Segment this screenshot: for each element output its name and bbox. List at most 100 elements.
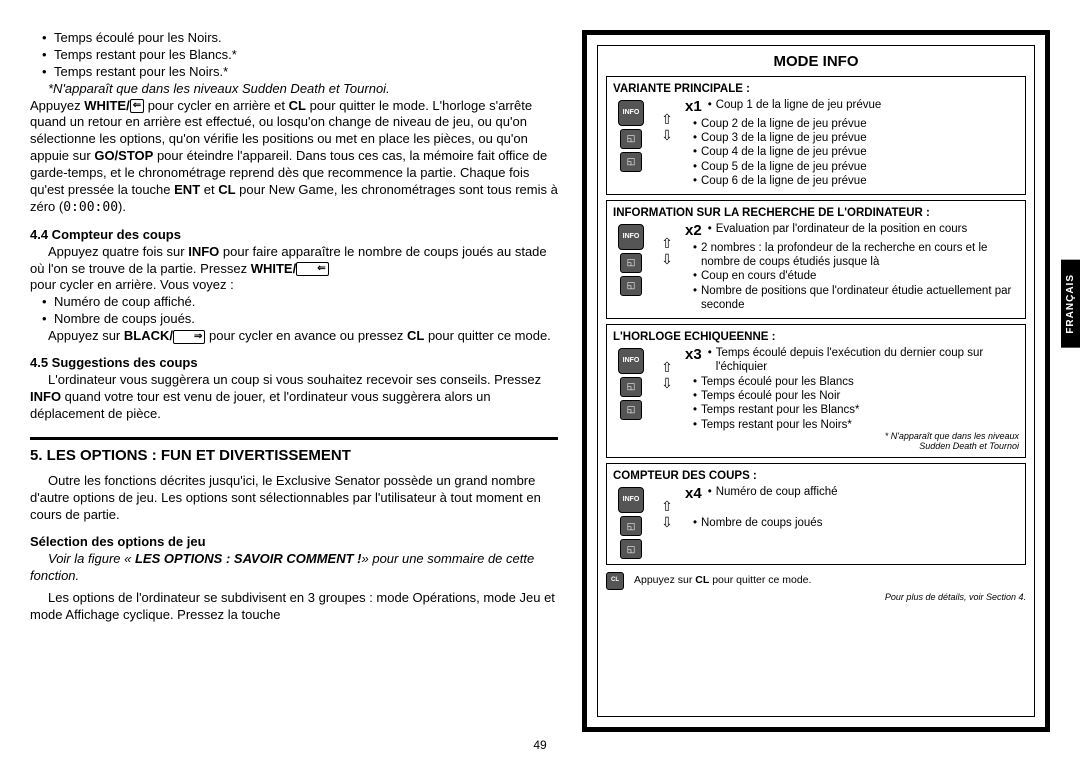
bullet-item: Coup 4 de la ligne de jeu prévue [685,145,1019,159]
arrow-down-icon: ⇩ [661,376,673,390]
arrow-column: ⇧ ⇩ [655,222,679,266]
bullet-item: Numéro de coup affiché. [30,294,558,311]
page-number: 49 [0,738,1080,754]
key-ent: ENT [174,182,200,197]
bullet-item: Coup 3 de la ligne de jeu prévue [685,131,1019,145]
box-row: INFO ◱ ◱ ⇧ ⇩ x1 Coup 1 de la ligne de je… [613,98,1019,189]
text: Appuyez [30,98,84,113]
text: LES OPTIONS : SAVOIR COMMENT ! [135,551,362,566]
text: Appuyez sur CL pour quitter ce mode. [634,574,811,588]
content-column: x4 Numéro de coup affiché Nombre de coup… [685,485,1019,530]
box-row: INFO ◱ ◱ ⇧ ⇩ x3 Temps écoulé depuis l'ex… [613,346,1019,452]
key-cl: CL [695,574,709,586]
box-title: INFORMATION SUR LA RECHERCHE DE L'ORDINA… [613,206,1019,220]
nav-button-icon: ◱ [620,253,642,273]
box-recherche: INFORMATION SUR LA RECHERCHE DE L'ORDINA… [606,200,1026,319]
arrow-down-icon: ⇩ [661,128,673,142]
paragraph: L'ordinateur vous suggèrera un coup si v… [30,372,558,423]
bullet-item: Temps écoulé pour les Noirs. [30,30,558,47]
first-line: x2 Evaluation par l'ordinateur de la pos… [685,222,1019,241]
arrow-left-icon: ⇐ [130,99,144,113]
key-info: INFO [188,244,219,259]
paragraph: Outre les fonctions décrites jusqu'ici, … [30,473,558,524]
text: Voir la figure « [48,551,135,566]
button-column: INFO ◱ ◱ [613,98,649,172]
box-row: INFO ◱ ◱ ⇧ ⇩ x4 Numéro de coup affiché [613,485,1019,559]
text: pour cycler en avance ou pressez [205,328,407,343]
arrow-column: ⇧ ⇩ [655,346,679,390]
button-column: INFO ◱ ◱ [613,222,649,296]
paragraph: Appuyez sur BLACK/⇒ pour cycler en avanc… [30,328,558,345]
first-line: x3 Temps écoulé depuis l'exécution du de… [685,346,1019,375]
nav-button-icon: ◱ [620,129,642,149]
text: Appuyez quatre fois sur [48,244,188,259]
arrow-column: ⇧ ⇩ [655,98,679,142]
right-column: MODE INFO VARIANTE PRINCIPALE : INFO ◱ ◱… [582,30,1050,732]
nav-button-icon: ◱ [620,400,642,420]
text: pour quitter ce mode. [709,574,811,586]
text: Appuyez sur [48,328,124,343]
nav-button-icon: ◱ [620,276,642,296]
mode-info-panel: MODE INFO VARIANTE PRINCIPALE : INFO ◱ ◱… [582,30,1050,732]
paragraph: Les options de l'ordinateur se subdivise… [30,590,558,624]
subhead-selection: Sélection des options de jeu [30,534,558,551]
text: pour cycler en arrière et [144,98,289,113]
paragraph: Appuyez WHITE/⇐ pour cycler en arrière e… [30,98,558,217]
content-column: x2 Evaluation par l'ordinateur de la pos… [685,222,1019,313]
bullet-item: Temps écoulé pour les Noir [685,389,1019,403]
text: pour quitter ce mode. [424,328,550,343]
page: Temps écoulé pour les Noirs. Temps resta… [30,30,1050,732]
bullet-item: Evaluation par l'ordinateur de la positi… [708,222,968,236]
text: quand votre tour est venu de jouer, et l… [30,389,491,421]
text: L'ordinateur vous suggèrera un coup si v… [48,372,541,387]
x-label: x2 [685,222,702,241]
bullet-item: Nombre de positions que l'ordinateur étu… [685,284,1019,313]
figure-reference: Voir la figure « LES OPTIONS : SAVOIR CO… [30,551,558,585]
bullet-item: Temps restant pour les Noirs* [685,418,1019,432]
bullet-item: Nombre de coups joués [685,516,1019,530]
key-cl: CL [218,182,235,197]
bottom-footnote: Pour plus de détails, voir Section 4. [606,592,1026,604]
info-button-icon: INFO [618,487,644,513]
x-label: x4 [685,485,702,504]
key-white: WHITE/ [84,98,130,113]
key-black: BLACK/ [124,328,173,343]
text: Appuyez sur [634,574,695,586]
box-row: INFO ◱ ◱ ⇧ ⇩ x2 Evaluation par l'ordinat… [613,222,1019,313]
key-cl: CL [407,328,424,343]
key-info: INFO [30,389,61,404]
language-tab: FRANÇAIS [1061,260,1080,348]
bullet-item: Temps écoulé depuis l'exécution du derni… [708,346,1019,375]
bullet-item: 2 nombres : la profondeur de la recherch… [685,241,1019,270]
bullet-item: Numéro de coup affiché [708,485,838,499]
first-line: x1 Coup 1 de la ligne de jeu prévue [685,98,1019,117]
box-title: VARIANTE PRINCIPALE : [613,82,1019,96]
arrow-up-icon: ⇧ [661,236,673,250]
text: ). [118,199,126,214]
arrow-down-icon: ⇩ [661,252,673,266]
key-gostop: GO/STOP [94,148,153,163]
nav-button-icon: ◱ [620,539,642,559]
spacer [685,504,1019,516]
key-cl: CL [289,98,306,113]
subhead-4-5: 4.5 Suggestions des coups [30,355,558,372]
arrow-left-icon: ⇐ [296,262,328,276]
bullet-item: Coup 6 de la ligne de jeu prévue [685,174,1019,188]
nav-button-icon: ◱ [620,516,642,536]
arrow-column: ⇧ ⇩ [655,485,679,529]
info-button-icon: INFO [618,224,644,250]
arrow-down-icon: ⇩ [661,515,673,529]
left-column: Temps écoulé pour les Noirs. Temps resta… [30,30,564,732]
bullet-item: Temps restant pour les Blancs* [685,403,1019,417]
content-column: x3 Temps écoulé depuis l'exécution du de… [685,346,1019,452]
box-title: L'HORLOGE ECHIQUEENNE : [613,330,1019,344]
arrow-up-icon: ⇧ [661,112,673,126]
arrow-up-icon: ⇧ [661,499,673,513]
bullet-item: Coup en cours d'étude [685,269,1019,283]
bullet-item: Coup 5 de la ligne de jeu prévue [685,160,1019,174]
footnote-text: *N'apparaît que dans les niveaux Sudden … [30,81,558,98]
subhead-4-4: 4.4 Compteur des coups [30,227,558,244]
content-column: x1 Coup 1 de la ligne de jeu prévue Coup… [685,98,1019,189]
key-white: WHITE/ [251,261,297,276]
box-horloge: L'HORLOGE ECHIQUEENNE : INFO ◱ ◱ ⇧ ⇩ [606,324,1026,458]
